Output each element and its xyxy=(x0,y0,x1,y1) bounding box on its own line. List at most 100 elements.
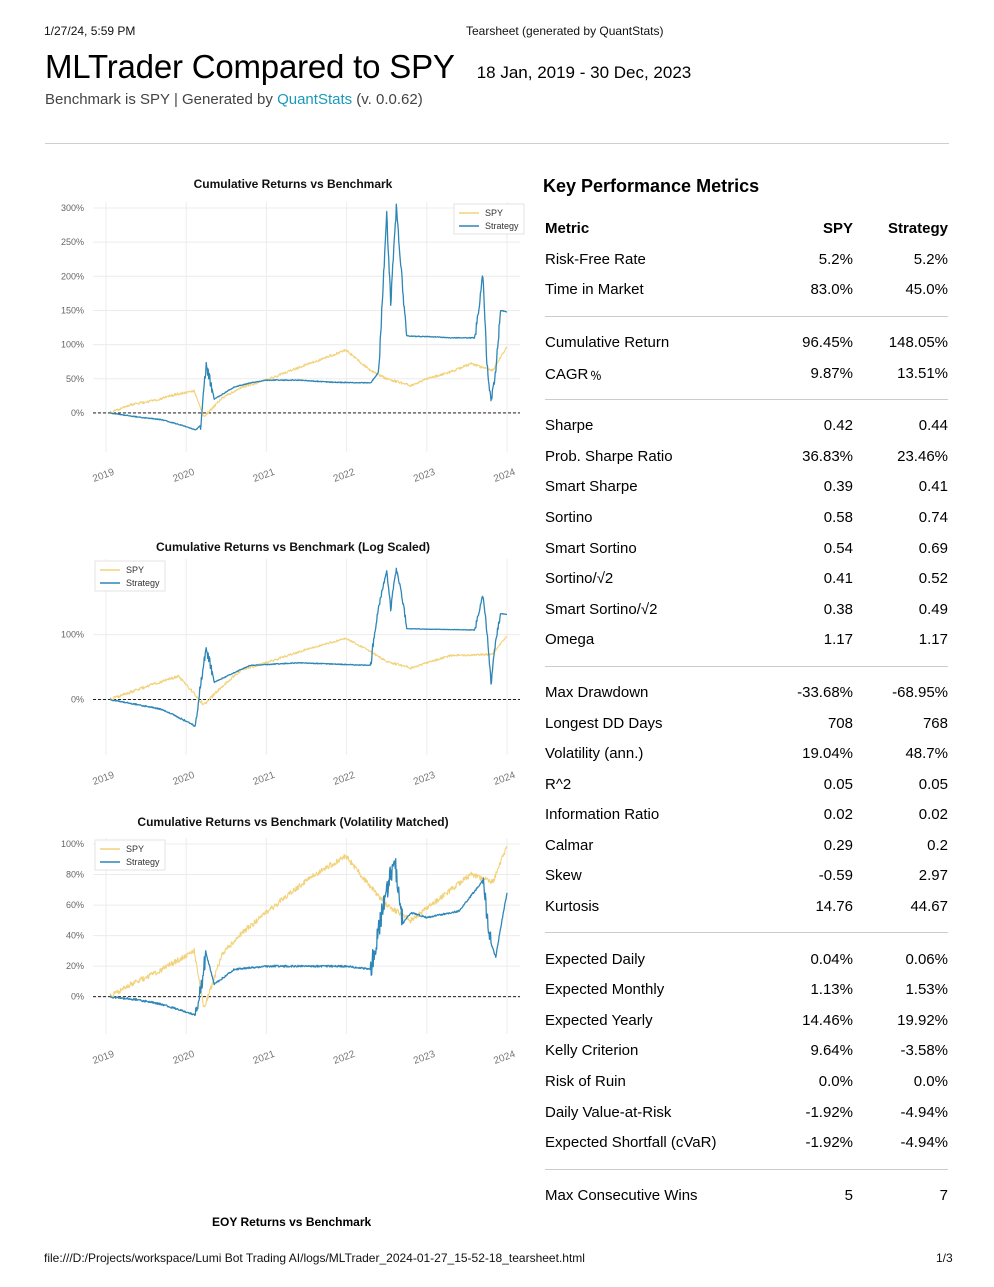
metric-row: Expected Shortfall (cVaR) -1.92% -4.94% xyxy=(545,1127,948,1158)
strategy-value: 0.74 xyxy=(918,508,948,526)
legend-label: Strategy xyxy=(485,221,519,231)
x-tick-label: 2019 xyxy=(91,467,116,485)
spy-value: 0.02 xyxy=(823,806,853,824)
spy-value: -1.92% xyxy=(805,1103,853,1121)
spy-series-line xyxy=(109,346,508,417)
metrics-header-row: Metric SPY Strategy xyxy=(545,212,948,244)
metric-row: Risk of Ruin 0.0% 0.0% xyxy=(545,1066,948,1097)
y-tick-label: 100% xyxy=(61,340,84,350)
metric-label: Smart Sortino/√2 xyxy=(545,600,658,618)
metric-row: Max Consecutive Wins 5 7 xyxy=(545,1180,948,1211)
y-tick-label: 80% xyxy=(66,870,84,880)
strategy-value: 0.44 xyxy=(918,417,948,435)
x-tick-label: 2021 xyxy=(252,467,277,485)
metric-row: Prob. Sharpe Ratio 36.83% 23.46% xyxy=(545,441,948,472)
strategy-value: -4.94% xyxy=(900,1103,948,1121)
metric-label: Smart Sortino xyxy=(545,539,637,557)
subtitle-suffix: (v. 0.0.62) xyxy=(352,91,423,108)
x-tick-label: 2021 xyxy=(252,1049,277,1067)
metric-label: Max Drawdown xyxy=(545,683,649,701)
metric-label: Max Consecutive Wins xyxy=(545,1186,698,1204)
quantstats-link[interactable]: QuantStats xyxy=(277,91,353,108)
x-tick-label: 2020 xyxy=(171,770,196,788)
metric-label: Expected Monthly xyxy=(545,981,665,999)
metric-label: Cumulative Return xyxy=(545,333,670,351)
metric-row: Smart Sortino 0.54 0.69 xyxy=(545,533,948,564)
spy-value: 1.13% xyxy=(810,981,853,999)
metrics-body: Risk-Free Rate 5.2% 5.2% Time in Market 83.0… xyxy=(545,244,948,1211)
x-tick-label: 2022 xyxy=(332,467,357,485)
metric-group-separator xyxy=(545,388,948,410)
metric-row: Volatility (ann.) 19.04% 48.7% xyxy=(545,738,948,769)
strategy-value: -3.58% xyxy=(900,1042,948,1060)
spy-series-line xyxy=(109,635,508,706)
eoy-returns-title: EOY Returns vs Benchmark xyxy=(212,1215,372,1229)
metric-label: Kurtosis xyxy=(545,898,600,916)
strategy-value: 768 xyxy=(922,714,948,732)
strategy-value: 0.06% xyxy=(905,950,948,968)
metric-label: Calmar xyxy=(545,836,594,854)
metric-row: Risk-Free Rate 5.2% 5.2% xyxy=(545,244,948,275)
metric-row: Skew -0.59 2.97 xyxy=(545,861,948,892)
separator-line xyxy=(545,315,948,317)
y-tick-label: 0% xyxy=(71,408,84,418)
header-divider xyxy=(45,143,949,144)
y-tick-label: 60% xyxy=(66,900,84,910)
y-tick-label: 200% xyxy=(61,271,84,281)
cumulative-returns-svg: Cumulative Returns vs Benchmark 2019 2020 2… xyxy=(61,177,525,485)
x-tick-label: 2024 xyxy=(492,467,517,485)
spy-value: 0.58 xyxy=(823,508,853,526)
metric-row: Smart Sharpe 0.39 0.41 xyxy=(545,472,948,503)
spy-series-line xyxy=(109,845,508,1008)
spy-value: 0.39 xyxy=(823,478,853,496)
metric-label: Sortino/√2 xyxy=(545,570,614,588)
metric-row: Expected Monthly 1.13% 1.53% xyxy=(545,974,948,1005)
strategy-value: 0.02 xyxy=(918,806,948,824)
metric-row: Calmar 0.29 0.2 xyxy=(545,830,948,861)
footer-page-number: 1/3 xyxy=(936,1251,953,1265)
separator-line xyxy=(545,398,948,400)
spy-value: 0.42 xyxy=(823,417,853,435)
chart-title: Cumulative Returns vs Benchmark xyxy=(194,177,393,191)
metric-row: Kurtosis 14.76 44.67 xyxy=(545,891,948,922)
legend-label: Strategy xyxy=(126,857,160,867)
y-tick-label: 100% xyxy=(61,839,84,849)
x-tick-label: 2019 xyxy=(91,1049,116,1067)
x-tick-label: 2024 xyxy=(492,770,517,788)
footer-url: file:///D:/Projects/workspace/Lumi Bot T… xyxy=(44,1251,585,1265)
strategy-value: 13.51% xyxy=(897,364,948,382)
strategy-header: Strategy xyxy=(887,219,948,237)
strategy-value: -68.95% xyxy=(892,683,948,701)
y-tick-label: 250% xyxy=(61,237,84,247)
y-tick-label: 300% xyxy=(61,203,84,213)
x-tick-label: 2023 xyxy=(412,467,437,485)
separator-line xyxy=(545,665,948,667)
metric-label: R^2 xyxy=(545,775,572,793)
subtitle: Benchmark is SPY | Generated by QuantSta… xyxy=(45,91,423,108)
spy-value: 0.41 xyxy=(823,570,853,588)
legend-label: SPY xyxy=(485,208,503,218)
strategy-value: 0.0% xyxy=(913,1073,948,1091)
key-performance-metrics: Key Performance Metrics Metric SPY Strat… xyxy=(543,176,948,1211)
spy-value: 0.54 xyxy=(823,539,853,557)
y-tick-label: 0% xyxy=(71,695,84,705)
metric-row: Kelly Criterion 9.64% -3.58% xyxy=(545,1036,948,1067)
metric-group-separator xyxy=(545,655,948,677)
legend-box xyxy=(94,560,166,592)
spy-value: 9.87% xyxy=(810,364,853,382)
spy-value: -1.92% xyxy=(805,1134,853,1152)
spy-value: 14.46% xyxy=(802,1011,853,1029)
strategy-series-line xyxy=(109,858,508,1017)
metric-row: Expected Yearly 14.46% 19.92% xyxy=(545,1005,948,1036)
spy-value: 0.04% xyxy=(810,950,853,968)
metric-label: Longest DD Days xyxy=(545,714,663,732)
metric-row: Omega 1.17 1.17 xyxy=(545,625,948,656)
metric-label: Sortino xyxy=(545,508,593,526)
metric-row: Information Ratio 0.02 0.02 xyxy=(545,800,948,831)
strategy-value: 44.67 xyxy=(910,898,948,916)
spy-value: 0.29 xyxy=(823,836,853,854)
strategy-value: 5.2% xyxy=(913,250,948,268)
metric-group-separator xyxy=(545,305,948,327)
spy-value: 5 xyxy=(844,1186,853,1204)
spy-value: 14.76 xyxy=(815,898,853,916)
